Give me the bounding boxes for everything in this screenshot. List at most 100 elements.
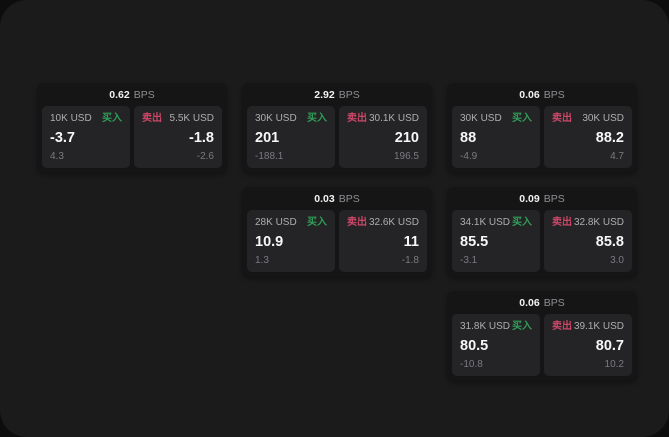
- sell-panel[interactable]: 卖出 30K USD 88.2 4.7: [544, 106, 632, 168]
- sell-amount: 5.5K USD: [169, 113, 214, 124]
- bps-unit-label: BPS: [543, 296, 565, 309]
- sell-price: 11: [403, 234, 419, 250]
- bps-value: 0.06: [519, 88, 540, 101]
- bps-unit-label: BPS: [543, 88, 565, 101]
- buy-panel-top: 10K USD 买入: [50, 113, 122, 125]
- sell-side-label: 卖出: [347, 113, 367, 124]
- buy-panel[interactable]: 10K USD 买入 -3.7 4.3: [42, 106, 130, 168]
- sell-price: -1.8: [189, 130, 214, 146]
- sell-delta: 3.0: [610, 255, 624, 266]
- quote-card-body: 10K USD 买入 -3.7 4.3 卖出 5.5K USD -1.8 -2.…: [37, 106, 227, 173]
- buy-panel[interactable]: 30K USD 买入 201 -188.1: [247, 106, 335, 168]
- sell-amount: 39.1K USD: [573, 321, 624, 332]
- quote-card-body: 30K USD 买入 201 -188.1 卖出 30.1K USD 210 1…: [242, 106, 432, 173]
- buy-delta: -10.8: [460, 359, 483, 370]
- quote-grid: 0.62 BPS 10K USD 买入 -3.7 4.3 卖出 5.5K USD…: [37, 83, 637, 381]
- sell-side-label: 卖出: [552, 113, 572, 124]
- sell-amount: 30.1K USD: [368, 113, 419, 124]
- bps-value: 0.06: [519, 296, 540, 309]
- quote-card: 2.92 BPS 30K USD 买入 201 -188.1 卖出 30.1K …: [242, 83, 432, 173]
- sell-panel[interactable]: 卖出 5.5K USD -1.8 -2.6: [134, 106, 222, 168]
- buy-delta: 1.3: [255, 255, 269, 266]
- buy-amount: 28K USD: [255, 217, 297, 228]
- buy-delta: 4.3: [50, 151, 64, 162]
- sell-price: 80.7: [595, 338, 624, 354]
- sell-panel-top: 卖出 5.5K USD: [142, 113, 214, 125]
- buy-side-label: 买入: [512, 113, 532, 124]
- buy-delta: -4.9: [460, 151, 478, 162]
- buy-price: 85.5: [460, 234, 489, 250]
- bps-header: 0.62 BPS: [37, 83, 227, 106]
- buy-price: 80.5: [460, 338, 489, 354]
- quote-card-body: 34.1K USD 买入 85.5 -3.1 卖出 32.8K USD 85.8…: [447, 210, 637, 277]
- sell-panel-top: 卖出 39.1K USD: [552, 321, 624, 333]
- buy-price: 10.9: [255, 234, 284, 250]
- sell-panel[interactable]: 卖出 39.1K USD 80.7 10.2: [544, 314, 632, 376]
- bps-header: 0.03 BPS: [242, 187, 432, 210]
- bps-unit-label: BPS: [543, 192, 565, 205]
- bps-value: 0.62: [109, 88, 130, 101]
- buy-side-label: 买入: [307, 113, 327, 124]
- buy-panel[interactable]: 34.1K USD 买入 85.5 -3.1: [452, 210, 540, 272]
- buy-amount: 34.1K USD: [460, 217, 511, 228]
- sell-delta: -2.6: [196, 151, 214, 162]
- quote-card: 0.03 BPS 28K USD 买入 10.9 1.3 卖出 32.6K US…: [242, 187, 432, 277]
- bps-header: 2.92 BPS: [242, 83, 432, 106]
- sell-panel[interactable]: 卖出 32.6K USD 11 -1.8: [339, 210, 427, 272]
- buy-panel[interactable]: 30K USD 买入 88 -4.9: [452, 106, 540, 168]
- buy-delta: -3.1: [460, 255, 478, 266]
- sell-panel-top: 卖出 32.6K USD: [347, 217, 419, 229]
- buy-panel-top: 31.8K USD 买入: [460, 321, 532, 333]
- buy-price: -3.7: [50, 130, 75, 146]
- sell-delta: 4.7: [610, 151, 624, 162]
- quote-card-body: 30K USD 买入 88 -4.9 卖出 30K USD 88.2 4.7: [447, 106, 637, 173]
- sell-amount: 32.6K USD: [368, 217, 419, 228]
- bps-unit-label: BPS: [133, 88, 155, 101]
- sell-price: 88.2: [595, 130, 624, 146]
- buy-price: 201: [255, 130, 280, 146]
- bps-value: 0.03: [314, 192, 335, 205]
- sell-side-label: 卖出: [142, 113, 162, 124]
- quote-card-body: 31.8K USD 买入 80.5 -10.8 卖出 39.1K USD 80.…: [447, 314, 637, 381]
- sell-price: 210: [394, 130, 419, 146]
- buy-panel-top: 34.1K USD 买入: [460, 217, 532, 229]
- buy-panel-top: 30K USD 买入: [460, 113, 532, 125]
- bps-value: 0.09: [519, 192, 540, 205]
- sell-side-label: 卖出: [347, 217, 367, 228]
- buy-amount: 30K USD: [255, 113, 297, 124]
- quote-card: 0.06 BPS 30K USD 买入 88 -4.9 卖出 30K USD 8…: [447, 83, 637, 173]
- sell-panel[interactable]: 卖出 30.1K USD 210 196.5: [339, 106, 427, 168]
- bps-header: 0.06 BPS: [447, 83, 637, 106]
- bps-unit-label: BPS: [338, 192, 360, 205]
- buy-amount: 31.8K USD: [460, 321, 511, 332]
- quote-card: 0.09 BPS 34.1K USD 买入 85.5 -3.1 卖出 32.8K…: [447, 187, 637, 277]
- sell-panel[interactable]: 卖出 32.8K USD 85.8 3.0: [544, 210, 632, 272]
- buy-amount: 10K USD: [50, 113, 92, 124]
- buy-amount: 30K USD: [460, 113, 502, 124]
- buy-panel[interactable]: 28K USD 买入 10.9 1.3: [247, 210, 335, 272]
- buy-panel-top: 30K USD 买入: [255, 113, 327, 125]
- sell-amount: 30K USD: [582, 113, 624, 124]
- bps-unit-label: BPS: [338, 88, 360, 101]
- sell-delta: 196.5: [393, 151, 419, 162]
- quote-card-body: 28K USD 买入 10.9 1.3 卖出 32.6K USD 11 -1.8: [242, 210, 432, 277]
- sell-panel-top: 卖出 30.1K USD: [347, 113, 419, 125]
- sell-price: 85.8: [595, 234, 624, 250]
- buy-side-label: 买入: [512, 217, 532, 228]
- buy-side-label: 买入: [512, 321, 532, 332]
- bps-header: 0.09 BPS: [447, 187, 637, 210]
- sell-delta: 10.2: [604, 359, 624, 370]
- buy-delta: -188.1: [255, 151, 284, 162]
- sell-side-label: 卖出: [552, 217, 572, 228]
- sell-panel-top: 卖出 32.8K USD: [552, 217, 624, 229]
- buy-panel[interactable]: 31.8K USD 买入 80.5 -10.8: [452, 314, 540, 376]
- bps-header: 0.06 BPS: [447, 291, 637, 314]
- sell-panel-top: 卖出 30K USD: [552, 113, 624, 125]
- buy-side-label: 买入: [307, 217, 327, 228]
- sell-delta: -1.8: [401, 255, 419, 266]
- buy-side-label: 买入: [102, 113, 122, 124]
- quote-card: 0.06 BPS 31.8K USD 买入 80.5 -10.8 卖出 39.1…: [447, 291, 637, 381]
- buy-panel-top: 28K USD 买入: [255, 217, 327, 229]
- buy-price: 88: [460, 130, 477, 146]
